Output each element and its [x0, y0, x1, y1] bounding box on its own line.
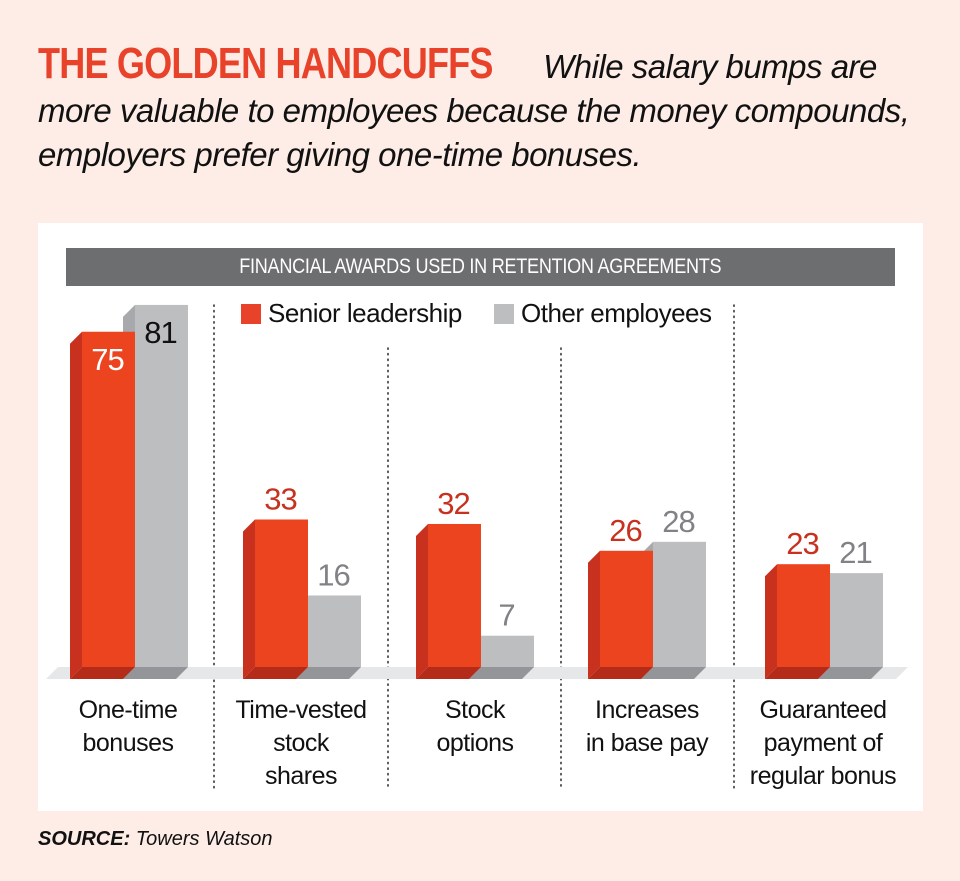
chart-title: FINANCIAL AWARDS USED IN RETENTION AGREE…	[239, 255, 722, 278]
bar-shadow-other-1	[296, 667, 361, 679]
bar-other-0	[135, 304, 188, 667]
value-label-other: 28	[662, 504, 694, 539]
chart-title-banner: FINANCIAL AWARDS USED IN RETENTION AGREE…	[66, 248, 895, 286]
source-value: Towers Watson	[135, 828, 273, 850]
value-label-senior: 23	[786, 526, 818, 561]
headline-title: THE GOLDEN HANDCUFFS	[38, 39, 493, 88]
bar-senior-1	[255, 519, 308, 667]
category-label-line: Guaranteed	[759, 696, 887, 724]
source-note: SOURCE: Towers Watson	[38, 828, 273, 851]
bar-shadow-other-0	[123, 667, 188, 679]
category-label: Increases in base pay	[562, 694, 732, 760]
bar-side-senior-3	[588, 550, 600, 679]
bar-senior-2	[428, 523, 481, 667]
bar-senior-0	[82, 331, 135, 667]
category-label-line: One-time	[78, 696, 178, 724]
category-label-line: options	[436, 729, 514, 757]
legend-item-senior-leadership: Senior leadership	[241, 298, 462, 329]
bar-shadow-other-2	[469, 667, 534, 679]
category-label: Stock options	[390, 694, 560, 760]
bar-other-1	[308, 595, 361, 667]
bar-senior-3	[600, 550, 653, 667]
category-label-line: in base pay	[585, 729, 709, 757]
value-label-other: 7	[498, 598, 514, 633]
category-label-line: Time-vested	[235, 696, 367, 724]
bar-senior-4	[777, 564, 830, 667]
headline-dek: While salary bumps are more valuable to …	[38, 48, 910, 173]
category-label: Guaranteed payment of regular bonus	[738, 694, 908, 793]
legend-swatch-gray	[494, 303, 514, 324]
bar-other-3	[653, 541, 706, 667]
category-label-line: stock	[273, 729, 329, 757]
value-label-other: 16	[317, 557, 349, 592]
legend-label: Other employees	[521, 298, 712, 328]
bar-shadow-senior-0	[70, 667, 135, 679]
category-label-line: shares	[264, 762, 338, 790]
bar-shadow-other-3	[641, 667, 706, 679]
value-label-other: 81	[144, 315, 176, 350]
bar-shadow-senior-1	[243, 667, 308, 679]
bar-other-4	[830, 573, 883, 667]
category-label-line: payment of	[763, 729, 883, 757]
category-label: Time-vested stock shares	[216, 694, 386, 793]
category-label-line: Increases	[595, 696, 699, 724]
headline: THE GOLDEN HANDCUFFS While salary bumps …	[38, 42, 928, 177]
category-label-line: Stock	[444, 696, 506, 724]
value-label-senior: 75	[91, 342, 123, 377]
legend-swatch-red	[241, 303, 261, 324]
category-label: One-time bonuses	[43, 694, 213, 760]
value-label-senior: 26	[609, 513, 641, 548]
legend-label: Senior leadership	[268, 298, 462, 328]
bar-shadow-senior-2	[416, 667, 481, 679]
bar-side-senior-4	[765, 564, 777, 679]
value-label-senior: 32	[437, 486, 469, 521]
value-label-other: 21	[839, 535, 871, 570]
legend-item-other-employees: Other employees	[494, 298, 712, 329]
bar-side-senior-1	[243, 519, 255, 679]
bar-shadow-other-4	[818, 667, 883, 679]
bar-side-senior-0	[70, 331, 82, 679]
source-label: SOURCE:	[38, 828, 131, 850]
bar-side-senior-2	[416, 523, 428, 679]
bar-shadow-senior-3	[588, 667, 653, 679]
bar-other-2	[481, 635, 534, 667]
category-label-line: bonuses	[82, 729, 174, 757]
category-label-line: regular bonus	[749, 762, 897, 790]
bar-shadow-senior-4	[765, 667, 830, 679]
value-label-senior: 33	[264, 481, 296, 516]
